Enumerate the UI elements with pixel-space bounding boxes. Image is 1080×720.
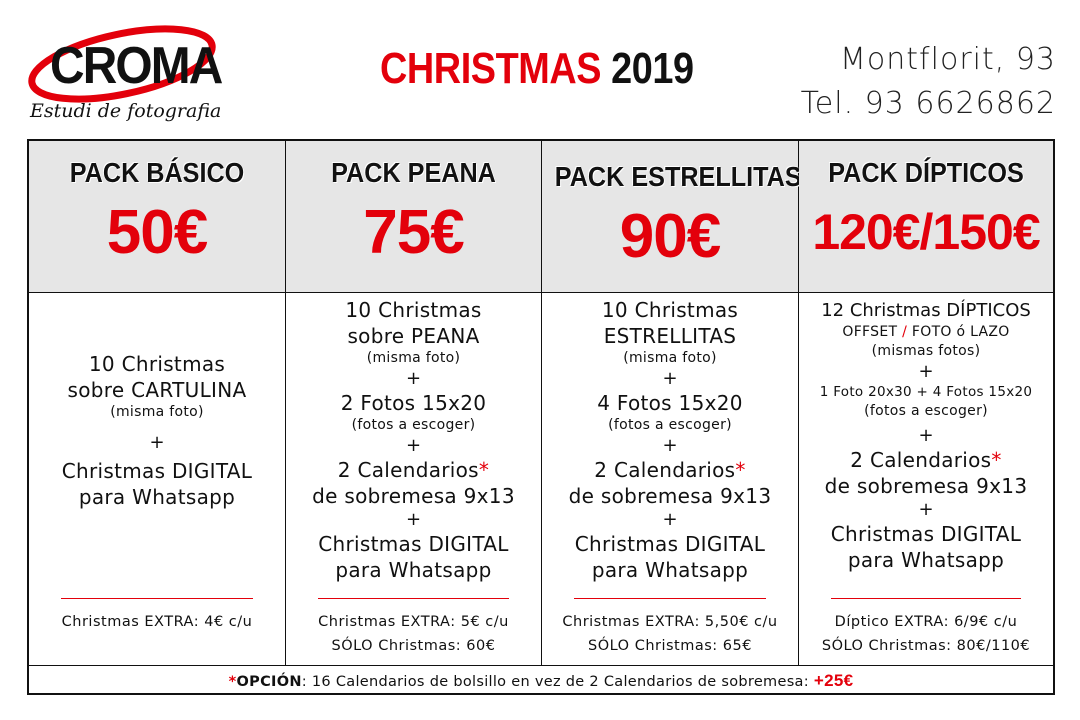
- pack-header: PACK PEANA 75€: [286, 141, 541, 293]
- asterisk-mark: *: [478, 458, 490, 482]
- footer-option-price: +25€: [813, 671, 854, 690]
- pack-header: PACK BÁSICO 50€: [29, 141, 285, 293]
- footer-option-label: OPCIÓN: [236, 674, 302, 690]
- pack-column-peana: PACK PEANA 75€ 10 Christmas sobre PEANA …: [286, 141, 542, 665]
- separator: [318, 598, 509, 599]
- contact-address: Montflorit, 93: [840, 42, 1056, 77]
- detail-line: Christmas DIGITAL: [61, 459, 253, 483]
- solo-price: SÓLO Christmas: 80€/110€: [821, 638, 1031, 654]
- plus-sign: +: [405, 368, 422, 389]
- pack-name: PACK PEANA: [331, 157, 496, 188]
- pack-name: PACK ESTRELLITAS: [554, 161, 802, 192]
- detail-line: ESTRELLITAS: [603, 324, 737, 348]
- page-header: CROMA Estudi de fotografia CHRISTMAS 201…: [0, 0, 1080, 138]
- plus-sign: +: [149, 432, 165, 453]
- pack-details: 10 Christmas sobre PEANA (misma foto) + …: [286, 293, 541, 665]
- solo-price: SÓLO Christmas: 65€: [588, 638, 752, 654]
- solo-price: SÓLO Christmas: 60€: [331, 638, 496, 654]
- price-table: PACK BÁSICO 50€ 10 Christmas sobre CARTU…: [27, 139, 1055, 695]
- pack-name: PACK DÍPTICOS: [828, 157, 1024, 188]
- detail-note: (fotos a escoger): [864, 403, 988, 419]
- extra-price: Christmas EXTRA: 4€ c/u: [61, 614, 253, 630]
- title-christmas: CHRISTMAS: [380, 44, 602, 93]
- extra-price: Díptico EXTRA: 6/9€ c/u: [834, 614, 1018, 630]
- option-offset: OFFSET: [842, 324, 898, 340]
- pack-price: 50€: [106, 198, 208, 267]
- detail-line: para Whatsapp: [847, 548, 1005, 572]
- pack-details: 10 Christmas ESTRELLITAS (misma foto) + …: [542, 293, 798, 665]
- detail-line: para Whatsapp: [78, 485, 236, 509]
- separator: [574, 598, 766, 599]
- pack-price: 75€: [363, 198, 464, 267]
- pack-header: PACK DÍPTICOS 120€/150€: [799, 141, 1053, 293]
- detail-note: (misma foto): [623, 350, 717, 366]
- detail-text: 2 Calendarios: [337, 458, 479, 482]
- croma-logo: CROMA Estudi de fotografia: [26, 16, 226, 134]
- logo-tagline: Estudi de fotografia: [30, 100, 222, 122]
- separator: [831, 598, 1021, 599]
- plus-sign: +: [662, 435, 678, 456]
- plus-sign: +: [918, 425, 934, 446]
- extra-price: Christmas EXTRA: 5,50€ c/u: [562, 614, 778, 630]
- detail-line: de sobremesa 9x13: [568, 484, 772, 508]
- detail-line: 12 Christmas DÍPTICOS: [821, 300, 1031, 321]
- detail-line: sobre PEANA: [347, 324, 480, 348]
- pack-column-estrellitas: PACK ESTRELLITAS 90€ 10 Christmas ESTREL…: [542, 141, 802, 665]
- option-foto-lazo: FOTO ó LAZO: [911, 324, 1010, 340]
- detail-text: 2 Calendarios: [850, 448, 992, 472]
- slash-mark: /: [902, 324, 908, 340]
- detail-line: Christmas DIGITAL: [830, 522, 1022, 546]
- separator: [61, 598, 253, 599]
- asterisk-mark: *: [991, 448, 1002, 472]
- detail-line: 1 Foto 20x30 + 4 Fotos 15x20: [819, 384, 1033, 400]
- pack-column-dipticos: PACK DÍPTICOS 120€/150€ 12 Christmas DÍP…: [799, 141, 1053, 665]
- detail-line: 10 Christmas: [88, 352, 226, 376]
- pack-column-basico: PACK BÁSICO 50€ 10 Christmas sobre CARTU…: [29, 141, 286, 665]
- footer-option-text: : 16 Calendarios de bolsillo en vez de 2…: [301, 674, 809, 690]
- detail-note: (misma foto): [110, 404, 204, 420]
- detail-note: (misma foto): [366, 350, 461, 366]
- contact-info: Montflorit, 93 Tel. 93 6626862: [801, 38, 1056, 126]
- plus-sign: +: [918, 499, 934, 520]
- contact-phone: Tel. 93 6626862: [800, 86, 1056, 121]
- detail-text: 2 Calendarios: [594, 458, 736, 482]
- detail-note: (mismas fotos): [871, 343, 981, 359]
- plus-sign: +: [405, 509, 422, 530]
- detail-line: OFFSET / FOTO ó LAZO: [799, 323, 1053, 342]
- pack-price: 120€/150€: [812, 204, 1040, 260]
- pack-price: 90€: [619, 202, 721, 271]
- detail-line: para Whatsapp: [335, 558, 492, 582]
- pack-header: PACK ESTRELLITAS 90€: [542, 141, 802, 293]
- detail-line: Christmas DIGITAL: [318, 532, 509, 556]
- detail-line: 10 Christmas: [601, 298, 739, 322]
- plus-sign: +: [662, 509, 678, 530]
- detail-line: sobre CARTULINA: [67, 378, 247, 402]
- plus-sign: +: [918, 361, 934, 382]
- detail-note: (fotos a escoger): [351, 417, 476, 433]
- detail-line: de sobremesa 9x13: [824, 474, 1028, 498]
- logo-swoosh-icon: [28, 25, 216, 103]
- extra-price: Christmas EXTRA: 5€ c/u: [318, 614, 509, 630]
- detail-line: de sobremesa 9x13: [312, 484, 515, 508]
- logo-brand: CROMA: [50, 37, 223, 95]
- detail-line: 2 Calendarios*: [799, 447, 1053, 473]
- plus-sign: +: [405, 435, 422, 456]
- detail-line: 2 Calendarios*: [542, 457, 798, 483]
- detail-line: 4 Fotos 15x20: [597, 391, 743, 415]
- plus-sign: +: [662, 368, 678, 389]
- detail-line: para Whatsapp: [591, 558, 749, 582]
- title-year: 2019: [611, 44, 694, 93]
- asterisk-mark: *: [735, 458, 746, 482]
- footer-asterisk: *: [228, 674, 237, 690]
- page-title: CHRISTMAS 2019: [380, 44, 694, 94]
- detail-note: (fotos a escoger): [608, 417, 732, 433]
- detail-line: 2 Fotos 15x20: [340, 391, 487, 415]
- pack-name: PACK BÁSICO: [69, 157, 245, 188]
- detail-line: 2 Calendarios*: [286, 457, 541, 483]
- detail-line: 10 Christmas: [345, 298, 482, 322]
- pack-details: 12 Christmas DÍPTICOS OFFSET / FOTO ó LA…: [799, 293, 1053, 665]
- option-footer: *OPCIÓN: 16 Calendarios de bolsillo en v…: [29, 665, 1053, 695]
- detail-line: Christmas DIGITAL: [574, 532, 766, 556]
- pack-details: 10 Christmas sobre CARTULINA (misma foto…: [29, 293, 285, 665]
